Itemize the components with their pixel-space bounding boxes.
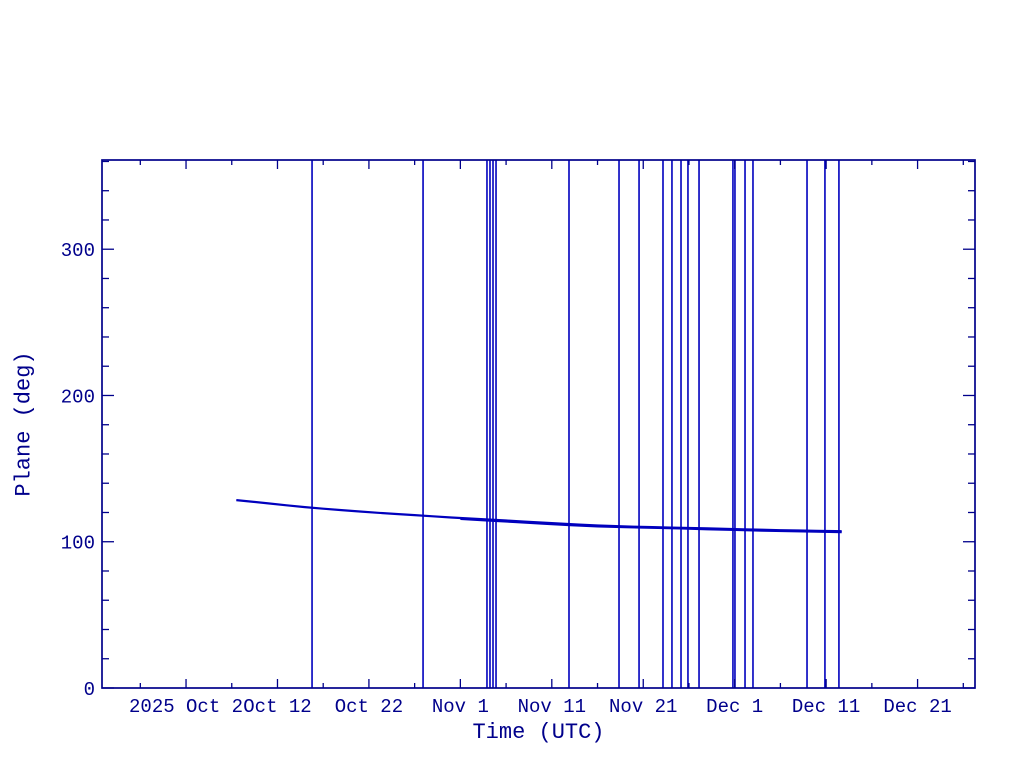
y-tick-label: 100	[61, 533, 95, 555]
x-tick-label: Nov 1	[432, 696, 489, 718]
x-tick-label: Oct 12	[243, 696, 311, 718]
x-tick-label: Dec 1	[706, 696, 763, 718]
y-tick-label: 200	[61, 386, 95, 408]
y-axis-title: Plane (deg)	[11, 351, 37, 497]
y-tick-label: 300	[61, 240, 95, 262]
x-tick-label: Dec 21	[883, 696, 951, 718]
plot-frame	[101, 159, 976, 689]
plane-angle-band-curve	[460, 517, 842, 534]
x-tick-label: Oct 22	[335, 696, 403, 718]
x-tick-label: Nov 11	[518, 696, 586, 718]
x-tick-label: Nov 21	[609, 696, 677, 718]
plane-angle-curve	[236, 499, 842, 533]
x-tick-label: 2025 Oct 2	[129, 696, 243, 718]
x-tick-label: Dec 11	[792, 696, 860, 718]
y-tick-label: 0	[84, 679, 95, 701]
x-axis-title: Time (UTC)	[472, 720, 605, 745]
